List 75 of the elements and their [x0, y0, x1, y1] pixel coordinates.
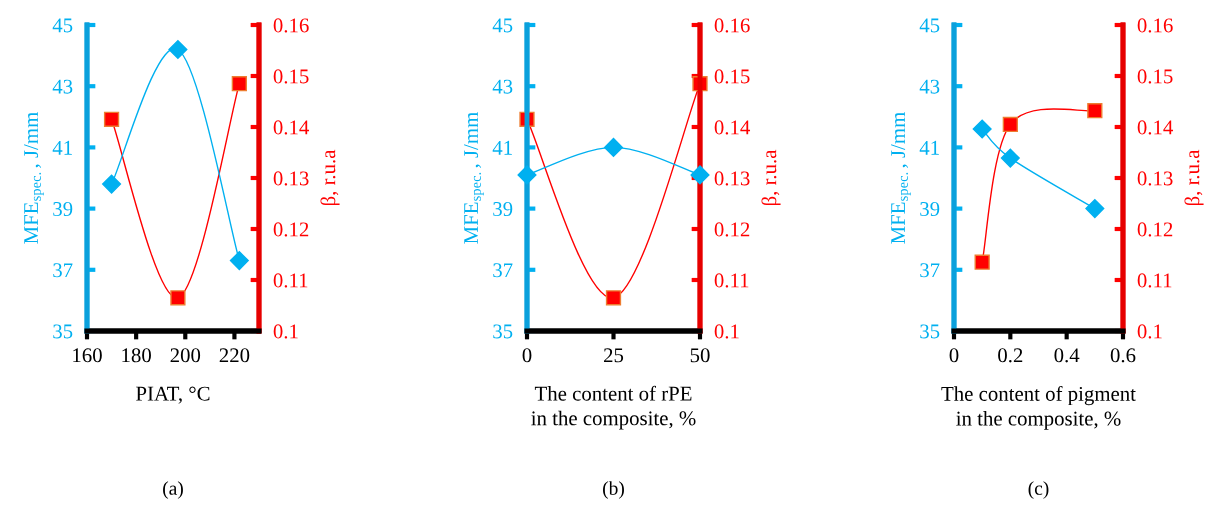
text: (a)	[163, 481, 183, 499]
y2-tick-label: 0.12	[273, 222, 309, 237]
x-tick-label: 0.4	[1054, 348, 1080, 363]
x-tick-label: 180	[122, 348, 151, 363]
y-tick-label: 39	[53, 202, 73, 217]
text: (b)	[603, 481, 624, 499]
y2-tick-label: 0.15	[1137, 69, 1173, 84]
y-tick-label: 43	[492, 79, 513, 94]
y-tick-label: 35	[493, 324, 513, 339]
y2-axis-title: β, r.u.a	[320, 149, 340, 206]
y-tick-label: 39	[920, 202, 940, 217]
x-axis-title: The content of rPE in the composite, %	[531, 385, 696, 430]
x-tick-label: 50	[690, 348, 710, 363]
x-tick-label: 0	[522, 348, 532, 363]
point	[974, 254, 990, 270]
x-tick-label: 0.6	[1110, 348, 1136, 363]
y-tick-label: 35	[53, 324, 73, 339]
x-axis-title: PIAT, °C	[136, 386, 210, 404]
y-axis-title: MFE$_{spec.}$, J/mm	[24, 112, 44, 244]
y2-tick-label: 0.16	[1137, 18, 1173, 33]
y2-tick-label: 0.16	[714, 18, 750, 33]
point	[229, 251, 249, 271]
y-tick-label: 39	[493, 202, 513, 217]
y2-tick-label: 0.16	[273, 18, 309, 33]
point	[168, 39, 188, 60]
y2-axis-title: β, r.u.a	[1184, 149, 1204, 206]
y-tick-label: 43	[52, 79, 73, 94]
y2-tick-label: 0.1	[273, 324, 298, 339]
y2-tick-label: 0.1	[714, 324, 739, 339]
x-tick-label: 200	[170, 348, 201, 363]
y2-tick-label: 0.12	[714, 222, 750, 237]
y-tick-label: 41	[52, 140, 72, 155]
point	[103, 111, 120, 127]
y2-tick-label: 0.14	[714, 120, 751, 135]
point	[170, 290, 186, 306]
y2-tick-label: 0.14	[1137, 120, 1174, 135]
y2-tick-label: 0.13	[1137, 171, 1173, 186]
x-tick-label: 160	[73, 348, 102, 363]
point	[102, 174, 122, 194]
y2-tick-label: 0.12	[1137, 222, 1173, 237]
y-tick-label: 45	[492, 18, 513, 33]
y2-tick-label: 0.11	[714, 273, 749, 288]
y-axis-title: MFE$_{spec.}$, J/mm	[891, 112, 911, 244]
point	[231, 76, 247, 92]
y-tick-label: 37	[53, 263, 73, 278]
y-tick-label: 45	[919, 18, 940, 33]
point	[1085, 199, 1105, 219]
y2-tick-label: 0.15	[714, 69, 750, 84]
y-tick-label: 41	[919, 140, 939, 155]
point	[1000, 148, 1020, 168]
y2-tick-label: 0.13	[273, 171, 309, 186]
x-axis-title: The content of pigment in the composite, %	[941, 386, 1136, 430]
y2-tick-label: 0.14	[273, 120, 310, 135]
y-tick-label: 35	[920, 324, 940, 339]
y2-tick-label: 0.11	[273, 273, 308, 288]
y-tick-label: 45	[52, 18, 73, 33]
x-tick-label: 0.2	[998, 348, 1023, 363]
point	[605, 290, 622, 306]
y-tick-label: 43	[919, 79, 940, 94]
x-tick-label: 25	[604, 348, 624, 363]
point	[1087, 103, 1103, 119]
y2-tick-label: 0.13	[714, 171, 750, 186]
x-tick-label: 0	[949, 348, 959, 363]
y-tick-label: 37	[493, 263, 513, 278]
point	[972, 119, 992, 139]
y2-tick-label: 0.1	[1137, 324, 1162, 339]
point	[1002, 116, 1018, 133]
y2-axis-title: β, r.u.a	[761, 149, 781, 206]
y-axis-title: MFE$_{spec.}$, J/mm	[464, 112, 484, 244]
y2-tick-label: 0.11	[1137, 273, 1172, 288]
y-tick-label: 41	[492, 140, 512, 155]
text: (c)	[1028, 481, 1049, 499]
y2-tick-label: 0.15	[273, 69, 309, 84]
y-tick-label: 37	[920, 263, 940, 278]
x-tick-label: 220	[219, 348, 250, 363]
